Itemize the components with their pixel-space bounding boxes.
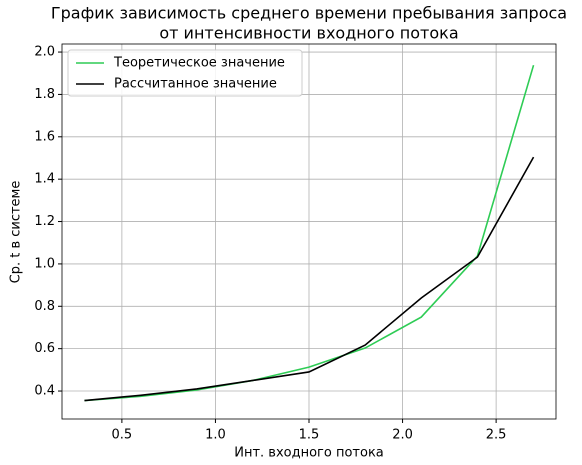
x-tick-label: 1.5 <box>299 428 320 443</box>
x-tick-label: 2.5 <box>486 428 507 443</box>
y-tick-label: 1.8 <box>34 87 55 102</box>
legend-label: Рассчитанное значение <box>114 77 277 92</box>
y-tick-label: 1.0 <box>34 256 55 271</box>
chart-title: График зависимость среднего времени преб… <box>51 4 567 23</box>
y-tick-label: 0.4 <box>34 384 55 399</box>
data-line <box>84 156 535 402</box>
chart-title: от интенсивности входного потока <box>159 24 458 43</box>
x-axis-label: Инт. входного потока <box>234 446 384 461</box>
y-tick-label: 0.8 <box>34 299 55 314</box>
x-tick-label: 2.0 <box>392 428 413 443</box>
x-tick-label: 0.5 <box>112 428 133 443</box>
y-tick-label: 0.6 <box>34 341 55 356</box>
x-tick-label: 1.0 <box>205 428 226 443</box>
plot-frame <box>61 43 557 420</box>
y-tick-label: 1.4 <box>34 172 55 187</box>
y-tick-label: 1.6 <box>34 129 55 144</box>
legend-box <box>67 49 303 97</box>
y-tick-label: 2.0 <box>34 45 55 60</box>
y-tick-label: 1.2 <box>34 214 55 229</box>
data-line <box>84 64 535 402</box>
y-axis-label: Ср. t в системе <box>9 181 24 284</box>
legend-label: Теоретическое значение <box>113 56 285 71</box>
